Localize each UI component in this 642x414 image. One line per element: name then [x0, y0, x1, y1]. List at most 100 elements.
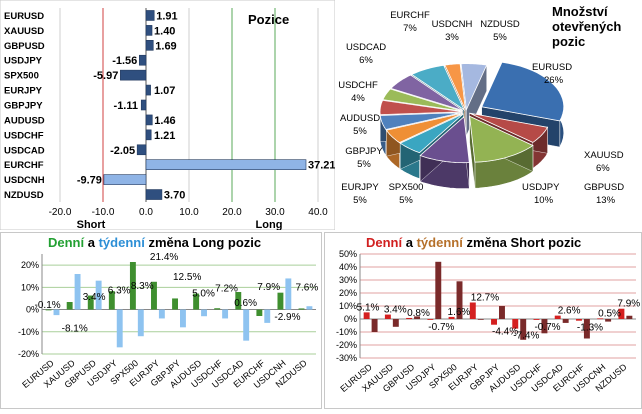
pie-slice-percent: 5%: [493, 32, 507, 43]
short-annotation: Short: [77, 219, 106, 230]
change-bar: [371, 319, 378, 332]
pie-slice: [469, 115, 534, 163]
change-bar: [201, 309, 207, 317]
pie-slice-label: GBPUSD: [584, 182, 624, 193]
y-tick-label: 20%: [21, 260, 39, 270]
position-bar: [145, 159, 307, 170]
data-label: 3.4%: [83, 292, 106, 303]
change-bar: [53, 309, 60, 316]
category-label: EURUSD: [4, 11, 44, 22]
change-bar: [172, 298, 178, 310]
y-tick-label: 0%: [344, 314, 357, 324]
change-bar: [406, 317, 413, 319]
pie-slice-percent: 5%: [353, 126, 367, 137]
value-label: 1.91: [156, 10, 177, 22]
pie-slice-percent: 4%: [351, 93, 365, 104]
change-bar: [618, 308, 625, 319]
position-bar: [145, 114, 153, 126]
data-label: 7.6%: [295, 283, 318, 294]
chart-title-part: Denní: [366, 235, 403, 250]
category-label: XAUUSD: [4, 26, 44, 37]
chart-title: Denní a týdenní změna Long pozic: [48, 235, 261, 250]
change-bar: [605, 319, 612, 322]
change-bar: [158, 309, 165, 319]
pie-slice: [399, 113, 464, 154]
data-label: -4.4%: [492, 327, 518, 338]
value-label: -2.05: [110, 145, 135, 157]
position-bar: [145, 129, 152, 141]
pie-title-line: pozic: [552, 34, 585, 49]
pie-slice: [385, 112, 463, 144]
data-label: 0.5%: [598, 308, 621, 319]
data-label: 7.9%: [617, 299, 640, 310]
data-label: -1.3%: [577, 323, 603, 334]
short-change-chart: Denní a týdenní změna Short pozic -30% -20…: [324, 232, 642, 409]
pie-slice: [390, 74, 464, 111]
pie-slice-percent: 7%: [403, 23, 417, 34]
open-positions-pie-chart: EURUSD 26% XAUUSD 6% GBPUSD 13% USDJPY 10% SPX50…: [338, 4, 624, 206]
change-bar: [427, 319, 434, 320]
change-bar: [264, 309, 271, 323]
change-bar: [235, 292, 242, 310]
change-bar: [554, 315, 561, 319]
data-label: 3.4%: [384, 305, 407, 316]
pie-slice: [382, 88, 463, 112]
data-label: -0.7%: [534, 322, 560, 333]
change-bar: [583, 319, 590, 339]
position-bar: [145, 84, 151, 96]
value-label: 3.70: [164, 190, 185, 202]
value-label: 1.07: [154, 85, 175, 97]
pie-slice-label: USDCAD: [346, 42, 386, 53]
pie-slice-label: EURJPY: [341, 182, 379, 193]
data-label: 5.1%: [357, 302, 380, 313]
change-bar: [285, 278, 292, 310]
pie-slice-percent: 6%: [359, 55, 373, 66]
y-tick-label: 50%: [339, 249, 357, 259]
category-label: EURCHF: [4, 160, 44, 171]
data-label: 2.6%: [558, 306, 581, 317]
pie-slice-label: EURUSD: [532, 62, 572, 73]
change-bar: [298, 308, 305, 310]
data-label: -8.1%: [62, 324, 88, 335]
y-tick-label: -20%: [336, 340, 357, 350]
position-bar: [145, 40, 154, 51]
chart-title: Denní a týdenní změna Short pozic: [366, 235, 581, 250]
position-bar: [145, 189, 163, 200]
data-label: -0.1%: [35, 300, 61, 311]
position-bar: [136, 144, 147, 156]
category-label: USDJPY: [4, 56, 43, 67]
pie-slice-label: USDCNH: [432, 19, 473, 30]
data-label: 12.7%: [471, 292, 499, 303]
y-tick-label: 30%: [339, 275, 357, 285]
change-bar: [129, 262, 136, 310]
chart-title-part: Denní: [48, 235, 85, 250]
data-label: 7.9%: [257, 282, 280, 293]
y-tick-label: 40%: [339, 262, 357, 272]
x-tick-label: -10.0: [92, 207, 115, 218]
change-bar: [414, 316, 421, 319]
value-label: 1.46: [154, 115, 175, 127]
data-label: -7.4%: [513, 331, 539, 342]
change-bar: [491, 319, 497, 325]
position-bar: [145, 25, 153, 36]
change-bar: [477, 319, 484, 320]
x-tick-label: -20.0: [49, 207, 72, 218]
data-label: 5.0%: [192, 288, 215, 299]
pie-slice-percent: 26%: [544, 75, 564, 86]
pie-slice-label: XAUUSD: [584, 150, 624, 161]
pie-slice-percent: 5%: [357, 159, 371, 170]
category-label: GBPJPY: [4, 101, 43, 112]
chart-title: Pozice: [248, 12, 289, 27]
pie-slice-label: USDCHF: [338, 80, 378, 91]
position-bar: [103, 174, 147, 185]
data-label: 12.5%: [173, 272, 201, 283]
change-bar: [541, 319, 548, 334]
change-bar: [597, 318, 604, 320]
y-tick-label: 0%: [26, 305, 39, 315]
change-bar: [151, 281, 157, 310]
pie-slice: [379, 99, 463, 116]
positions-chart: -20.0 -10.0 0.0 10.0 20.0 30.0 40.0 EURUSD 1.91 X…: [0, 0, 336, 231]
value-label: 37.21: [308, 160, 335, 172]
change-bar: [392, 319, 399, 327]
long-change-chart: Denní a týdenní změna Long pozic -20% -10%…: [0, 232, 322, 409]
